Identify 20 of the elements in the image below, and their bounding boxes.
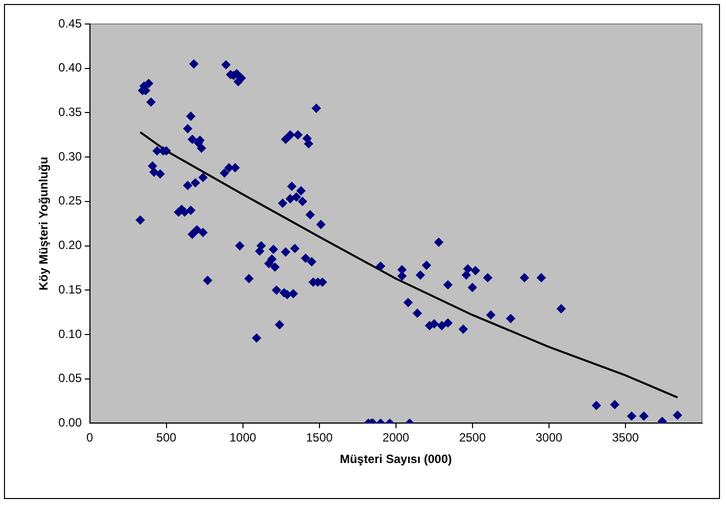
y-tick-label: 0.40 — [58, 60, 82, 75]
x-tick-label: 500 — [156, 430, 177, 445]
y-tick-label: 0.30 — [58, 149, 82, 164]
x-tick-label: 1000 — [229, 430, 256, 445]
y-tick-label: 0.25 — [58, 194, 82, 208]
x-axis-title: Müşteri Sayısı (000) — [340, 452, 452, 466]
y-tick-label: 0.20 — [58, 238, 82, 252]
x-tick-label: 1500 — [306, 430, 334, 445]
x-tick-label: 0 — [86, 430, 94, 445]
y-tick-label: 0.35 — [58, 105, 82, 120]
x-tick-label: 3000 — [536, 430, 563, 445]
y-tick-label: 0.45 — [58, 16, 82, 30]
x-tick-label: 3500 — [612, 430, 640, 445]
y-axis-title: Köy Müşteri Yoğunluğu — [36, 156, 51, 290]
y-tick-label: 0.00 — [58, 416, 82, 430]
y-tick-label: 0.10 — [58, 326, 82, 341]
y-tick-label: 0.15 — [58, 282, 82, 296]
x-tick-label: 2500 — [459, 430, 486, 445]
y-tick-label: 0.05 — [58, 371, 82, 386]
x-tick-label: 2000 — [382, 430, 410, 445]
